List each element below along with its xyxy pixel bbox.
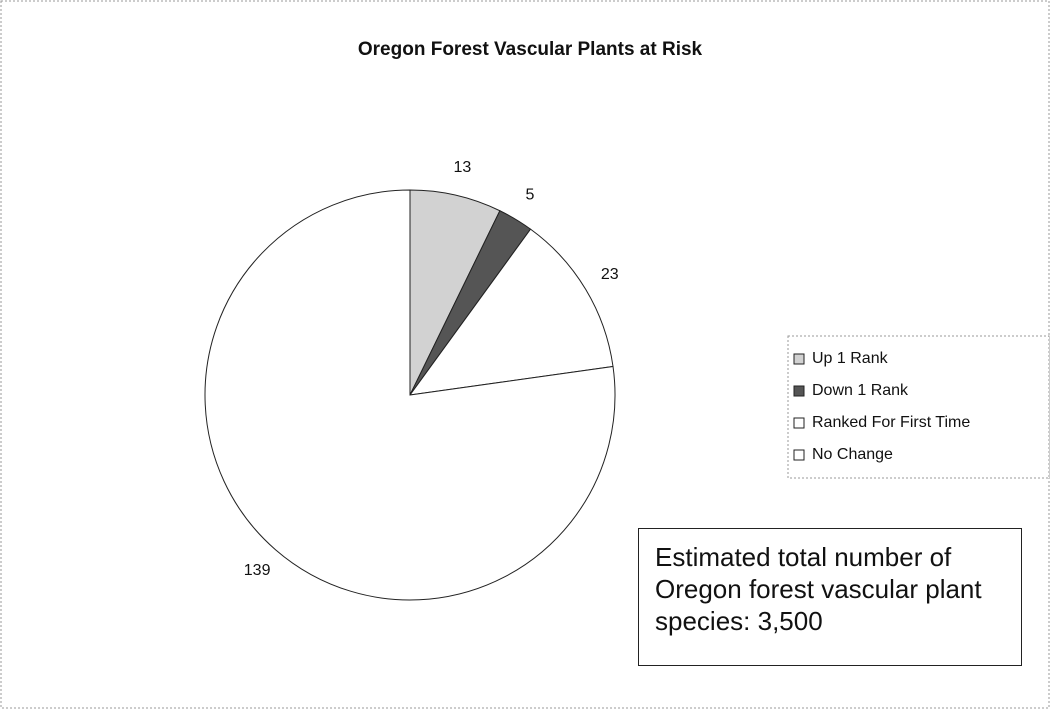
legend-swatch	[793, 385, 805, 397]
legend-label: Down 1 Rank	[812, 382, 909, 399]
data-label: 5	[526, 186, 535, 203]
chart-title: Oregon Forest Vascular Plants at Risk	[358, 39, 703, 60]
data-label: 13	[454, 159, 472, 176]
data-label: 139	[244, 562, 271, 579]
legend-label: No Change	[812, 446, 893, 463]
legend-swatch	[793, 417, 805, 429]
pie-slice	[408, 228, 614, 396]
legend-label: Ranked For First Time	[812, 414, 970, 431]
data-label: 23	[601, 266, 619, 283]
legend-label: Up 1 Rank	[812, 350, 889, 367]
annotation: Estimated total number of Oregon forest …	[638, 528, 1022, 666]
pie-slice	[204, 189, 616, 601]
legend-swatch	[793, 449, 805, 461]
legend-frame	[787, 335, 1050, 479]
legend-swatch	[793, 353, 805, 365]
